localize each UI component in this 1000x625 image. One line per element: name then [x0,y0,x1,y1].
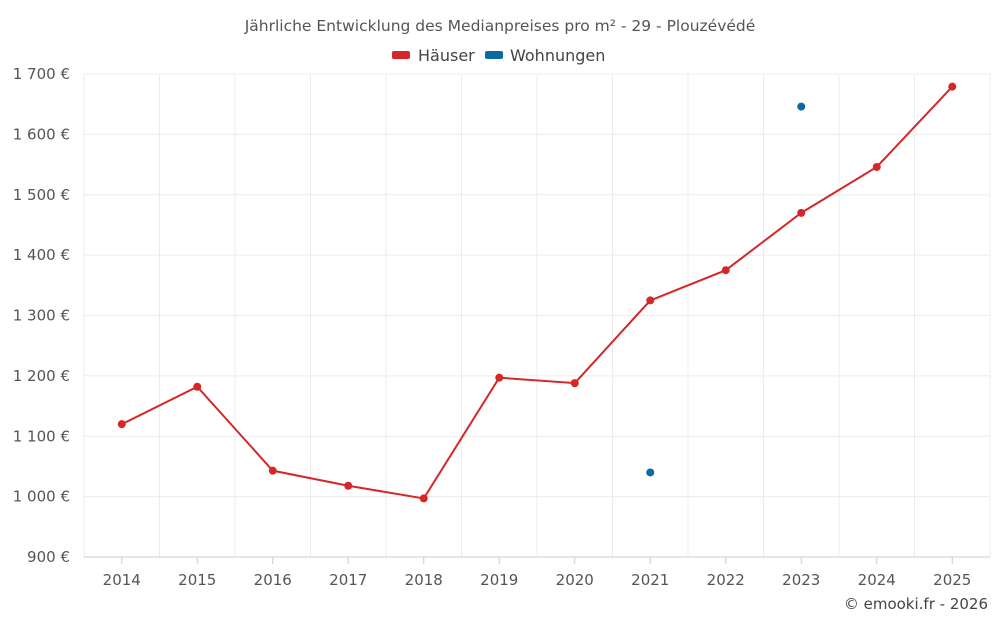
y-axis: 900 € 1 000 € 1 100 € 1 200 € 1 300 € 1 400 €… [13,65,70,566]
credit-text: © emooki.fr - 2026 [844,595,988,613]
data-point-haeuser-2023[interactable] [797,208,806,217]
y-tick-label: 1 700 € [13,65,70,83]
series-line-haeuser [121,85,953,500]
x-tick-label: 2023 [782,571,820,589]
x-tick-label: 2017 [329,571,367,589]
data-point-wohnungen-2021[interactable] [646,468,655,477]
x-tick-label: 2020 [556,571,594,589]
data-point-haeuser-2014[interactable] [117,420,126,429]
chart-title: Jährliche Entwicklung des Medianpreises … [244,17,756,35]
x-tick-label: 2019 [480,571,518,589]
x-tick-label: 2016 [254,571,292,589]
x-axis: 2014 2015 2016 2017 2018 2019 2020 2021 2022 2023… [84,556,990,589]
data-point-haeuser-2022[interactable] [721,266,730,275]
data-point-haeuser-2015[interactable] [193,382,202,391]
legend-swatch-haeuser [392,51,410,59]
y-tick-label: 1 500 € [13,186,70,204]
series-layer [117,82,957,503]
data-point-haeuser-2017[interactable] [344,481,353,490]
y-tick-label: 1 300 € [13,307,70,325]
data-point-haeuser-2025[interactable] [948,82,957,91]
grid [83,73,991,558]
data-point-haeuser-2018[interactable] [419,494,428,503]
y-tick-label: 1 000 € [13,488,70,506]
x-tick-label: 2018 [405,571,443,589]
x-tick-label: 2025 [933,571,971,589]
data-point-haeuser-2016[interactable] [268,466,277,475]
y-tick-label: 1 600 € [13,125,70,143]
x-tick-label: 2024 [858,571,896,589]
data-point-wohnungen-2023[interactable] [797,102,806,111]
data-point-haeuser-2019[interactable] [495,373,504,382]
y-tick-label: 1 200 € [13,367,70,385]
data-point-haeuser-2024[interactable] [872,162,881,171]
y-tick-label: 900 € [27,548,70,566]
legend-swatch-wohnungen [485,51,503,59]
legend: Häuser Wohnungen [392,46,605,65]
x-tick-label: 2014 [103,571,141,589]
x-tick-label: 2022 [707,571,745,589]
x-tick-label: 2015 [178,571,216,589]
legend-item-wohnungen[interactable]: Wohnungen [485,46,605,65]
data-point-haeuser-2021[interactable] [646,296,655,305]
y-tick-label: 1 400 € [13,246,70,264]
legend-item-haeuser[interactable]: Häuser [392,46,475,65]
x-tick-label: 2021 [631,571,669,589]
legend-label-wohnungen: Wohnungen [510,46,605,65]
data-point-haeuser-2020[interactable] [570,379,579,388]
y-tick-label: 1 100 € [13,427,70,445]
legend-label-haeuser: Häuser [418,46,475,65]
